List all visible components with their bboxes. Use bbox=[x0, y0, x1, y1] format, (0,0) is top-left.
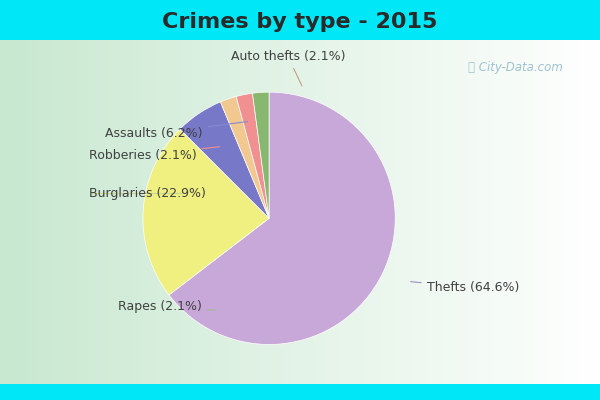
Text: Auto thefts (2.1%): Auto thefts (2.1%) bbox=[231, 50, 345, 86]
Wedge shape bbox=[220, 96, 269, 218]
Text: Burglaries (22.9%): Burglaries (22.9%) bbox=[89, 186, 206, 200]
Text: Crimes by type - 2015: Crimes by type - 2015 bbox=[163, 12, 437, 32]
Text: Rapes (2.1%): Rapes (2.1%) bbox=[118, 300, 216, 313]
Text: ⓘ City-Data.com: ⓘ City-Data.com bbox=[468, 62, 563, 74]
Wedge shape bbox=[253, 92, 269, 218]
Wedge shape bbox=[143, 129, 269, 295]
Wedge shape bbox=[180, 102, 269, 218]
Wedge shape bbox=[169, 92, 395, 344]
Text: Robberies (2.1%): Robberies (2.1%) bbox=[89, 147, 220, 162]
Text: Assaults (6.2%): Assaults (6.2%) bbox=[105, 122, 247, 140]
Wedge shape bbox=[236, 93, 269, 218]
Text: Thefts (64.6%): Thefts (64.6%) bbox=[410, 281, 519, 294]
